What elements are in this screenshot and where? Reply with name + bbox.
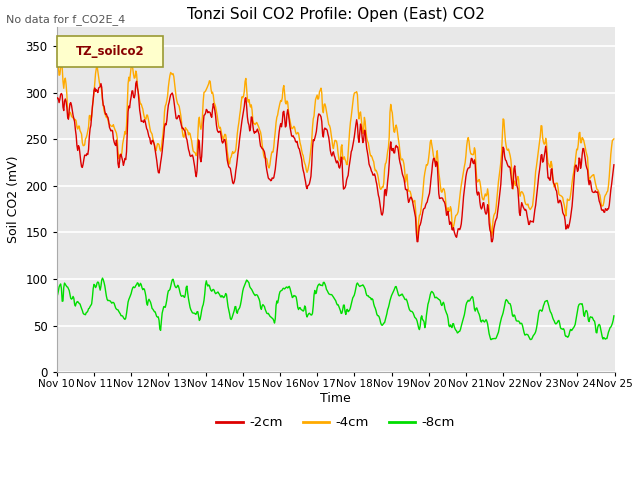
X-axis label: Time: Time [321, 392, 351, 405]
Text: TZ_soilco2: TZ_soilco2 [76, 45, 144, 58]
Y-axis label: Soil CO2 (mV): Soil CO2 (mV) [7, 156, 20, 243]
Legend: -2cm, -4cm, -8cm: -2cm, -4cm, -8cm [211, 411, 460, 434]
FancyBboxPatch shape [57, 36, 163, 67]
Text: No data for f_CO2E_4: No data for f_CO2E_4 [6, 14, 125, 25]
Title: Tonzi Soil CO2 Profile: Open (East) CO2: Tonzi Soil CO2 Profile: Open (East) CO2 [187, 7, 484, 22]
